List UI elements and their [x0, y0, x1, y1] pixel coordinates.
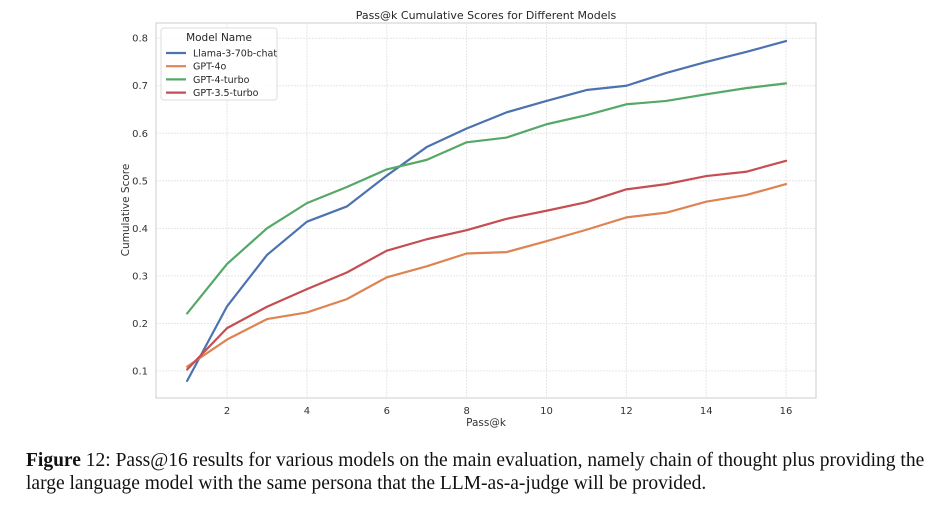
- series-line-gpt-4o: [186, 183, 788, 368]
- chart: Pass@k Cumulative Scores for Different M…: [120, 9, 817, 429]
- legend-item-gpt-3-5-turbo: GPT-3.5-turbo: [166, 88, 259, 99]
- legend-label: GPT-3.5-turbo: [193, 88, 259, 99]
- figure-caption: Figure 12: Pass@16 results for various m…: [26, 449, 926, 495]
- caption-text: Pass@16 results for various models on th…: [26, 450, 925, 494]
- caption-number: 12:: [85, 450, 111, 471]
- legend-item-gpt-4-turbo: GPT-4-turbo: [166, 75, 250, 86]
- y-tick-label: 0.1: [132, 366, 148, 377]
- x-ticks: 2 4 6 8 10 12 14 16: [224, 406, 793, 417]
- series-line-gpt-4-turbo: [186, 82, 788, 315]
- legend-item-llama-3-70b-chat: Llama-3-70b-chat: [166, 49, 277, 60]
- legend-label: Llama-3-70b-chat: [193, 49, 277, 60]
- legend-box: [160, 27, 278, 101]
- legend-label: GPT-4o: [193, 62, 226, 73]
- series-lines: [186, 39, 788, 382]
- x-tick-label: 2: [224, 406, 230, 417]
- y-tick-label: 0.4: [132, 224, 148, 235]
- y-axis-label: Cumulative Score: [120, 164, 132, 257]
- legend-title: Model Name: [186, 32, 252, 44]
- legend: Model Name Llama-3-70b-chat GPT-4o GPT-4-t…: [160, 27, 278, 101]
- series-line-llama-3-70b-chat: [186, 39, 788, 382]
- x-tick-label: 12: [620, 406, 633, 417]
- x-tick-label: 8: [463, 406, 469, 417]
- caption-label: Figure: [26, 450, 81, 471]
- y-ticks: 0.1 0.2 0.3 0.4 0.5 0.6 0.7 0.8: [132, 34, 148, 378]
- legend-item-gpt-4o: GPT-4o: [166, 62, 226, 73]
- x-tick-label: 10: [540, 406, 553, 417]
- legend-items: Llama-3-70b-chat GPT-4o GPT-4-turbo GPT-3.5…: [166, 49, 277, 99]
- y-tick-label: 0.7: [132, 81, 148, 92]
- y-tick-label: 0.5: [132, 176, 148, 187]
- x-tick-label: 14: [700, 406, 713, 417]
- chart-title: Pass@k Cumulative Scores for Different M…: [356, 9, 617, 22]
- x-tick-label: 4: [304, 406, 310, 417]
- y-tick-label: 0.8: [132, 34, 148, 45]
- x-axis-label: Pass@k: [466, 417, 507, 429]
- y-tick-label: 0.2: [132, 319, 148, 330]
- y-tick-label: 0.3: [132, 271, 148, 282]
- legend-label: GPT-4-turbo: [193, 75, 250, 86]
- x-tick-label: 6: [384, 406, 390, 417]
- x-tick-label: 16: [780, 406, 793, 417]
- series-line-gpt-3-5-turbo: [186, 159, 788, 371]
- y-tick-label: 0.6: [132, 129, 148, 140]
